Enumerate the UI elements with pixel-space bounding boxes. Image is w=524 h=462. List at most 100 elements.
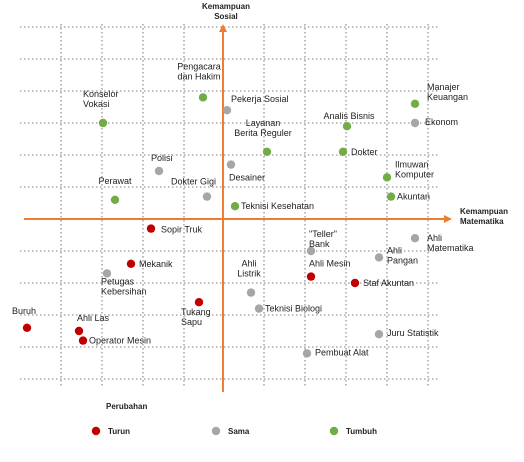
legend-title: Perubahan (106, 402, 147, 411)
point-label: Pembuat Alat (315, 347, 369, 357)
point-manajer-keuangan: Manajer Keuangan (410, 82, 468, 109)
point-marker (410, 118, 420, 128)
svg-text:Kemampuan: Kemampuan (202, 2, 250, 11)
point-ilmuwan-komputer: Ilmuwan Komputer (382, 159, 434, 182)
point-label: Dokter (351, 147, 378, 157)
point-label: Teknisi Biologi (265, 304, 322, 314)
point-operator-mesin: Operator Mesin (78, 336, 151, 346)
point-label: Ahli Las (77, 313, 110, 323)
legend-label: Tumbuh (346, 427, 377, 436)
point-teknisi-kesehatan: Teknisi Kesehatan (230, 201, 314, 211)
point-label: Juru Statistik (387, 328, 439, 338)
point-label: Ekonom (425, 117, 458, 127)
legend-marker (91, 426, 101, 436)
svg-text:Kemampuan: Kemampuan (460, 207, 508, 216)
svg-text:Sosial: Sosial (214, 12, 238, 21)
point-marker (246, 288, 256, 297)
point-label: Operator Mesin (89, 336, 151, 346)
point-marker (146, 224, 156, 233)
point-marker (22, 323, 32, 332)
point-label: Tukang Sapu (181, 307, 211, 327)
point-label: Desainer (229, 173, 265, 183)
point-konselor-vokasi: Konselor Vokasi (83, 89, 119, 128)
point-polisi: Polisi (151, 153, 173, 176)
point-label: Ahli Pangan (387, 245, 418, 265)
point-label: Ahli Mesin (309, 259, 351, 269)
point-marker (154, 166, 164, 176)
point-label: Konselor Vokasi (83, 89, 119, 109)
point-marker (222, 106, 232, 115)
point-label: Polisi (151, 153, 173, 163)
point-label: Layanan Berita Reguler (234, 118, 292, 138)
axes (24, 24, 452, 392)
legend-item-turun: Turun (91, 426, 130, 436)
point-pengacara-dan-hakim: Pengacara dan Hakim (177, 61, 221, 102)
point-dokter: Dokter (338, 147, 378, 157)
point-label: Manajer Keuangan (427, 82, 468, 102)
point-marker (126, 259, 136, 268)
point-tukang-sapu: Tukang Sapu (181, 298, 211, 327)
legend-label: Turun (108, 427, 130, 436)
point-marker (202, 192, 212, 201)
point-label: Perawat (98, 176, 132, 186)
point-label: Mekanik (139, 259, 173, 269)
point-label: Pekerja Sosial (231, 94, 289, 104)
point-marker (306, 272, 316, 281)
point-marker (306, 246, 316, 256)
point-label: Staf Akuntan (363, 278, 414, 288)
point-desainer: Desainer (226, 160, 265, 183)
point-ahli-pangan: Ahli Pangan (374, 245, 418, 265)
point-marker (254, 304, 264, 313)
point-layanan-berita-reguler: Layanan Berita Reguler (234, 118, 292, 156)
point-marker (410, 234, 420, 243)
x-axis-arrow (444, 215, 452, 223)
point-marker (342, 122, 352, 131)
point-marker (374, 253, 384, 262)
point-marker (74, 326, 84, 336)
point-label: Analis Bisnis (323, 111, 375, 121)
point-sopir-truk: Sopir Truk (146, 224, 203, 235)
point-marker (262, 147, 272, 156)
y-axis-arrow (219, 24, 227, 32)
point-marker (198, 93, 208, 102)
y-axis-title: Kemampuan Sosial (202, 2, 250, 21)
point-marker (350, 278, 360, 288)
point-akuntan: Akuntan (386, 192, 430, 202)
x-axis-title: Kemampuan Matematika (460, 207, 508, 226)
point-label: Teknisi Kesehatan (241, 201, 314, 211)
point-label: "Teller" Bank (309, 229, 337, 249)
svg-text:Matematika: Matematika (460, 217, 504, 226)
point-petugas-kebersihan: Petugas Kebersihan (101, 269, 147, 296)
point-label: Dokter Gigi (171, 177, 216, 187)
legend-label: Sama (228, 427, 250, 436)
point-teller-bank: "Teller" Bank (306, 229, 337, 256)
point-ahli-mesin: Ahli Mesin (306, 259, 351, 281)
data-points: Pengacara dan Hakim Pekerja Sosial Konselor… (12, 61, 474, 358)
legend-marker (211, 426, 221, 436)
point-pekerja-sosial: Pekerja Sosial (222, 94, 289, 115)
point-mekanik: Mekanik (126, 259, 173, 269)
point-juru-statistik: Juru Statistik (374, 328, 439, 339)
legend-marker (329, 426, 339, 436)
point-marker (382, 173, 392, 182)
point-perawat: Perawat (98, 176, 132, 204)
point-marker (98, 118, 108, 128)
point-ahli-matematika: Ahli Matematika (410, 233, 474, 253)
point-marker (110, 195, 120, 204)
point-teknisi-biologi: Teknisi Biologi (254, 304, 322, 314)
point-label: Buruh (12, 306, 36, 316)
point-ahli-las: Ahli Las (74, 313, 110, 336)
point-marker (230, 202, 240, 211)
point-pembuat-alat: Pembuat Alat (302, 347, 369, 358)
legend-item-tumbuh: Tumbuh (329, 426, 377, 436)
point-buruh: Buruh (12, 306, 36, 332)
point-marker (226, 160, 236, 169)
point-marker (386, 192, 396, 201)
point-label: Ahli Listrik (237, 259, 261, 279)
point-label: Sopir Truk (161, 225, 203, 235)
point-label: Ahli Matematika (427, 233, 474, 253)
point-marker (102, 269, 112, 278)
point-marker (302, 349, 312, 358)
point-marker (374, 330, 384, 339)
point-staf-akuntan: Staf Akuntan (350, 278, 414, 288)
